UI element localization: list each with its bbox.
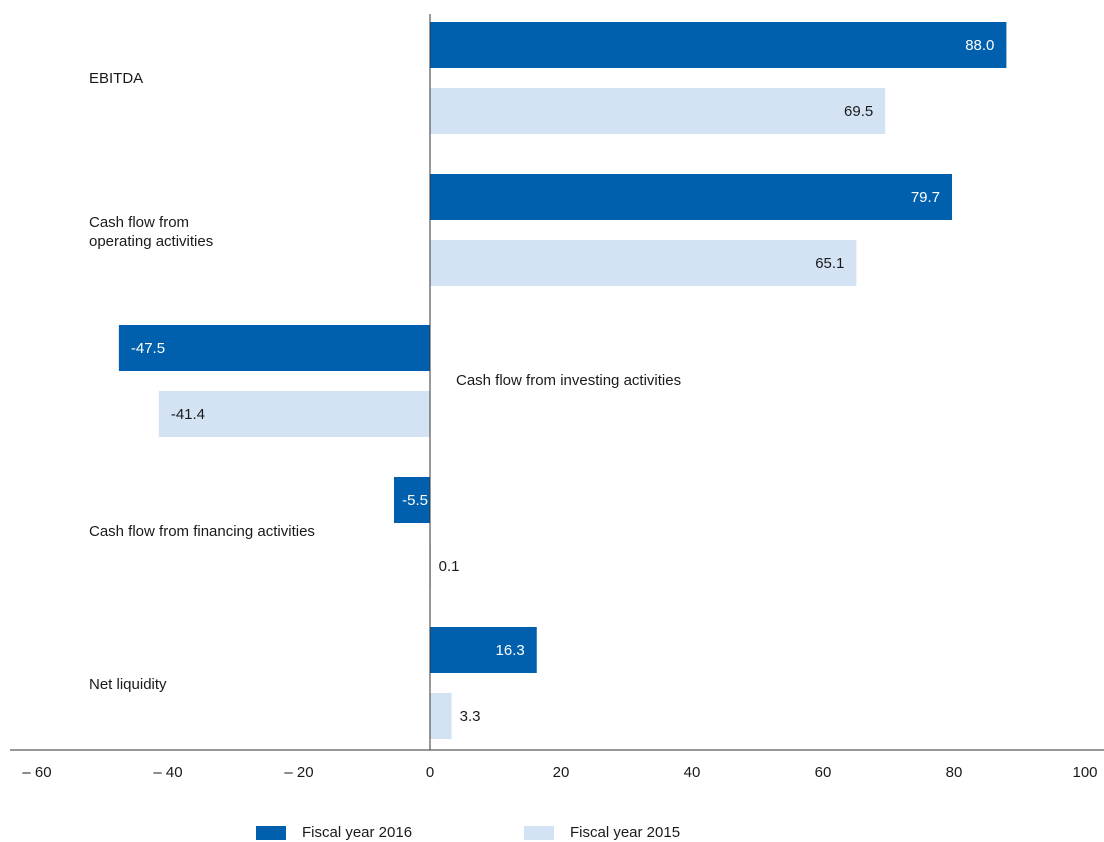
bar-1-0 <box>430 88 886 134</box>
value-label-0-2: -47.5 <box>131 340 165 357</box>
x-tick-label: 60 <box>815 764 832 781</box>
value-label-0-4: 16.3 <box>496 642 525 659</box>
value-label-0-1: 79.7 <box>911 189 940 206</box>
x-tick-label: 0 <box>426 764 434 781</box>
value-label-1-3: 0.1 <box>439 558 460 575</box>
legend-item-2015: Fiscal year 2015 <box>524 824 680 841</box>
bar-0-4 <box>430 627 537 673</box>
value-label-0-0: 88.0 <box>965 37 994 54</box>
legend-label-2016: Fiscal year 2016 <box>302 824 413 841</box>
value-label-1-0: 69.5 <box>844 103 873 120</box>
x-tick-label: – 60 <box>22 764 51 781</box>
x-tick-label: – 20 <box>284 764 313 781</box>
value-label-1-1: 65.1 <box>815 255 844 272</box>
bar-0-3 <box>393 477 430 523</box>
category-label-ebitda: EBITDA <box>89 70 144 87</box>
bar-0-1 <box>430 174 953 220</box>
legend-swatch-2015 <box>524 825 554 840</box>
category-label-financing: Cash flow from financing activities <box>89 523 315 540</box>
x-tick-label: 40 <box>684 764 701 781</box>
x-tick-label: – 40 <box>153 764 182 781</box>
value-label-1-4: 3.3 <box>460 708 481 725</box>
bar-1-1 <box>430 240 857 286</box>
x-tick-label: 80 <box>946 764 963 781</box>
value-label-0-3: -5.5 <box>402 492 428 509</box>
category-label-investing: Cash flow from investing activities <box>456 372 682 389</box>
legend-swatch-2016 <box>256 825 286 840</box>
x-tick-label: 100 <box>1072 764 1097 781</box>
value-label-1-2: -41.4 <box>171 406 205 423</box>
category-label-net-liquidity: Net liquidity <box>89 676 167 693</box>
category-label-operating: Cash flow from operating activities <box>89 214 214 250</box>
bar-0-0 <box>430 22 1007 68</box>
bar-1-4 <box>430 693 452 739</box>
x-tick-label: 20 <box>553 764 570 781</box>
bar-0-2 <box>118 325 430 371</box>
bar-1-2 <box>158 391 430 437</box>
legend-item-2016: Fiscal year 2016 <box>256 824 412 841</box>
legend-label-2015: Fiscal year 2015 <box>570 824 681 841</box>
